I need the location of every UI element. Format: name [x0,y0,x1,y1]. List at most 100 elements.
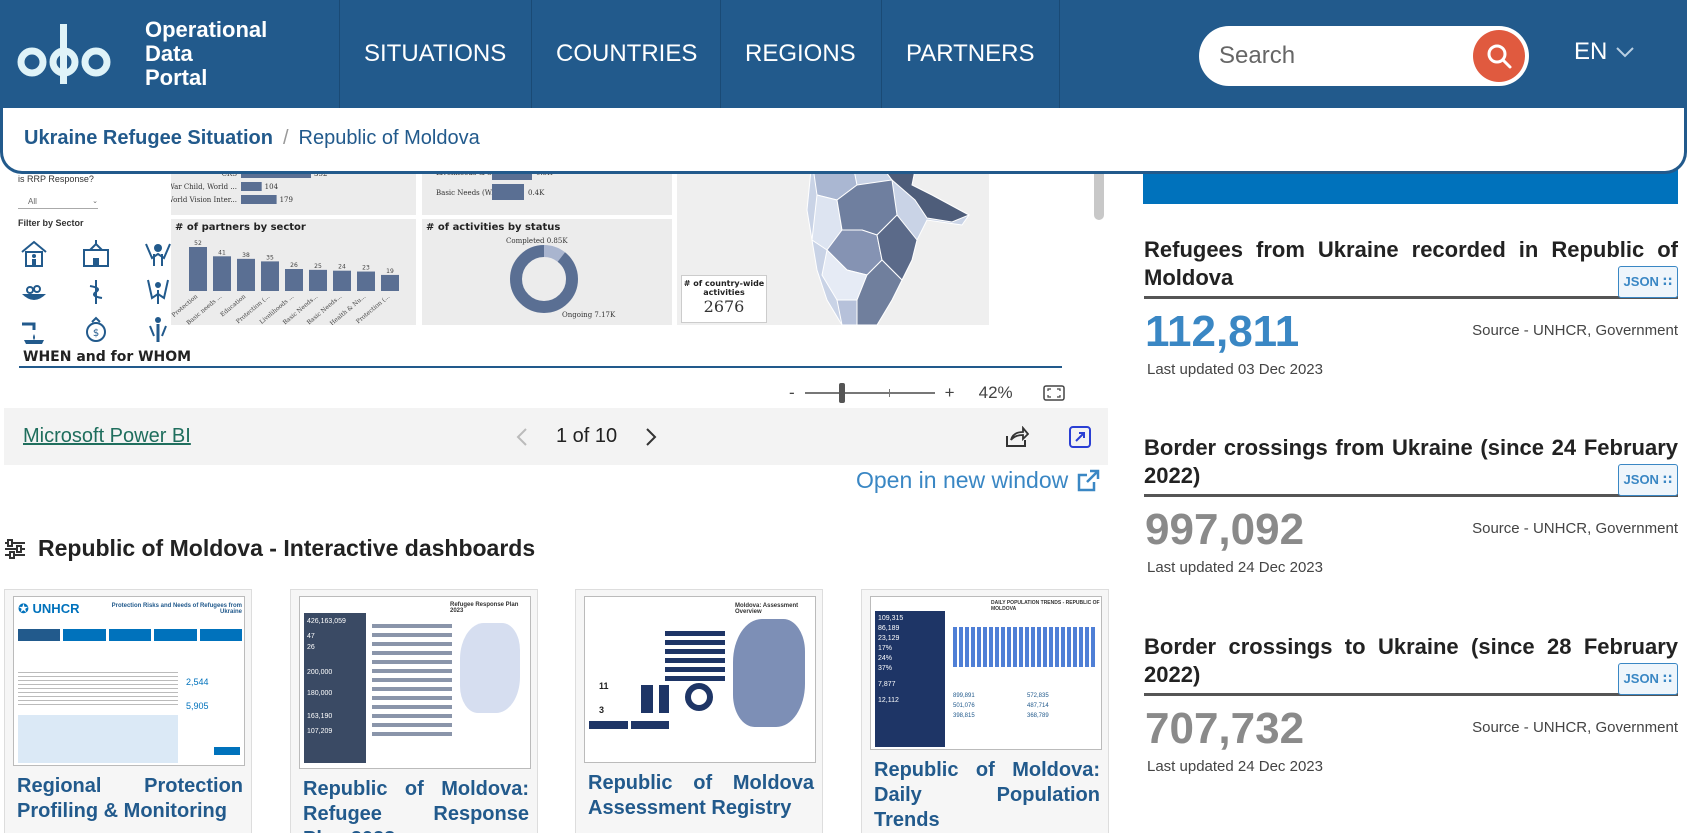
search-input[interactable] [1219,42,1459,70]
dashboard-card-title[interactable]: Republic of Moldova: Refugee Response Pl… [303,778,529,833]
sector-bar-label: 26 [290,262,298,269]
sector-bar-label: 19 [386,268,394,275]
zoom-slider[interactable] [804,383,935,403]
wash-icon[interactable] [18,314,50,346]
thumb-methodology-box [18,715,178,763]
stat-title-text: Border crossings from Ukraine (since 24 … [1144,435,1678,488]
education-icon[interactable] [80,238,112,270]
child-protection-icon[interactable] [142,276,174,308]
fit-to-page-icon[interactable] [1042,385,1065,401]
sector-bar-label: 35 [266,254,274,261]
livelihoods-icon[interactable]: $ [80,314,112,346]
gbv-icon[interactable] [142,314,174,346]
thumb-stat: 163,190 [307,713,333,720]
thumb-stat: 7,877 [878,681,896,688]
sector-bar-label: 41 [218,249,226,256]
food-icon[interactable] [18,276,50,308]
odp-logo-icon [17,24,111,84]
filter-dropdown-value: All [28,197,37,206]
share-icon[interactable] [1005,426,1029,448]
open-new-window-link[interactable]: Open in new window [856,467,1100,494]
dashboard-card-title[interactable]: Republic of Moldova Assessment Registry [588,772,814,819]
next-page-icon[interactable] [645,427,657,447]
partner-name: World Vision Inter... [171,196,237,204]
dashboard-card[interactable]: Refugee Response Plan 2023 426,163,059 4… [290,589,538,833]
open-new-window-label: Open in new window [856,467,1069,493]
search-button[interactable] [1473,30,1525,82]
dashboard-card[interactable]: Moldova: Assessment Overview 11 3 Republ… [575,589,823,833]
filter-sector-label: Filter by Sector [18,218,84,228]
sector-bar [381,274,399,291]
thumb-map [460,623,520,713]
zoom-in-button[interactable]: + [944,383,955,402]
partner-value: 352 [314,170,327,178]
activities-status-panel[interactable]: # of activities by status Completed 0.85… [422,219,672,325]
dashboard-card-title[interactable]: Regional Protection Profiling & Monitori… [17,775,243,822]
dashboard-card[interactable]: DAILY POPULATION TRENDS - REPUBLIC OF MO… [861,589,1109,833]
thumb-button [589,721,628,729]
section-divider [19,366,1062,368]
thumb-stat: 487,714 [1027,703,1049,709]
shelter-icon[interactable] [18,238,50,270]
sector-bar-label: 52 [194,240,202,247]
json-badge[interactable]: JSON ∷ [1617,663,1678,695]
sector-bar [285,269,303,291]
dashboard-card-title[interactable]: Republic of Moldova: Daily Population Tr… [874,759,1100,831]
thumb-stat: 37% [878,665,893,672]
json-badge-label: JSON [1623,274,1659,289]
search-box [1199,26,1529,86]
thumb-stat: 109,315 [878,615,904,622]
thumb-stat: 47 [307,633,315,640]
partner-value: 104 [265,183,279,191]
logo-line: Portal [145,65,208,90]
partner-name: CRS [222,170,238,178]
sector-bar [213,256,231,291]
activity-value: 0.4K [528,189,545,197]
nav-regions[interactable]: REGIONS [721,0,882,108]
thumb-button-row [589,721,669,729]
stat-updated: Last updated 03 Dec 2023 [1147,361,1323,378]
report-canvas[interactable]: is RRP Response? All ⌄ Filter by Sector … [4,160,1108,368]
activities-status-title: # of activities by status [426,222,561,233]
sliders-icon [5,538,25,559]
activity-name: Basic Needs (WA... [436,189,503,197]
thumb-button-row [18,629,243,641]
sector-bar [261,261,279,291]
nav-countries[interactable]: COUNTRIES [532,0,721,108]
language-selector[interactable]: EN [1574,38,1635,66]
thumb-stat: 368,789 [1027,713,1049,719]
partners-by-sector-panel[interactable]: # of partners by sector 52 Protection 41 Ba… [171,219,416,325]
rss-icon: ∷ [1662,472,1672,487]
thumb-stat: 2,544 [186,677,209,687]
dashboards-heading: Republic of Moldova - Interactive dashbo… [4,535,535,562]
thumb-button [154,629,197,641]
health-icon[interactable] [80,276,112,308]
filter-question: is RRP Response? [18,174,94,184]
protection-icon[interactable] [142,238,174,270]
status-label: Completed 0.85K [506,237,568,245]
fullscreen-icon[interactable] [1069,426,1091,448]
dashboard-card[interactable]: ✪ UNHCR Protection Risks and Needs of Re… [4,589,252,833]
nav-situations[interactable]: SITUATIONS [340,0,532,108]
report-scrollbar[interactable] [1094,165,1104,220]
json-badge[interactable]: JSON ∷ [1617,464,1678,496]
json-badge-label: JSON [1623,671,1659,686]
nav-partners[interactable]: PARTNERS [882,0,1060,108]
filter-dropdown[interactable]: All ⌄ [18,197,98,209]
stat-source: Source - UNHCR, Government [1472,719,1678,736]
powerbi-link[interactable]: Microsoft Power BI [23,425,191,447]
thumb-stat: 23,129 [878,635,900,642]
zoom-slider-thumb[interactable] [838,383,845,403]
stat-title: Border crossings from Ukraine (since 24 … [1144,434,1678,496]
site-logo[interactable]: Operational Data Portal [0,0,340,108]
map-panel[interactable]: # of country-wide activities 2676 [677,160,989,326]
sector-icon-grid: $ [18,238,204,346]
breadcrumb-parent[interactable]: Ukraine Refugee Situation [24,127,273,149]
thumb-stat: 11 [599,681,609,691]
dashboard-thumbnail: DAILY POPULATION TRENDS - REPUBLIC OF MO… [870,596,1102,750]
previous-page-icon[interactable] [516,427,528,447]
thumb-header: Protection Risks and Needs of Refugees f… [111,603,242,615]
json-badge[interactable]: JSON ∷ [1617,266,1678,298]
zoom-out-button[interactable]: - [789,383,795,402]
thumb-brand: ✪ UNHCR [18,601,79,617]
